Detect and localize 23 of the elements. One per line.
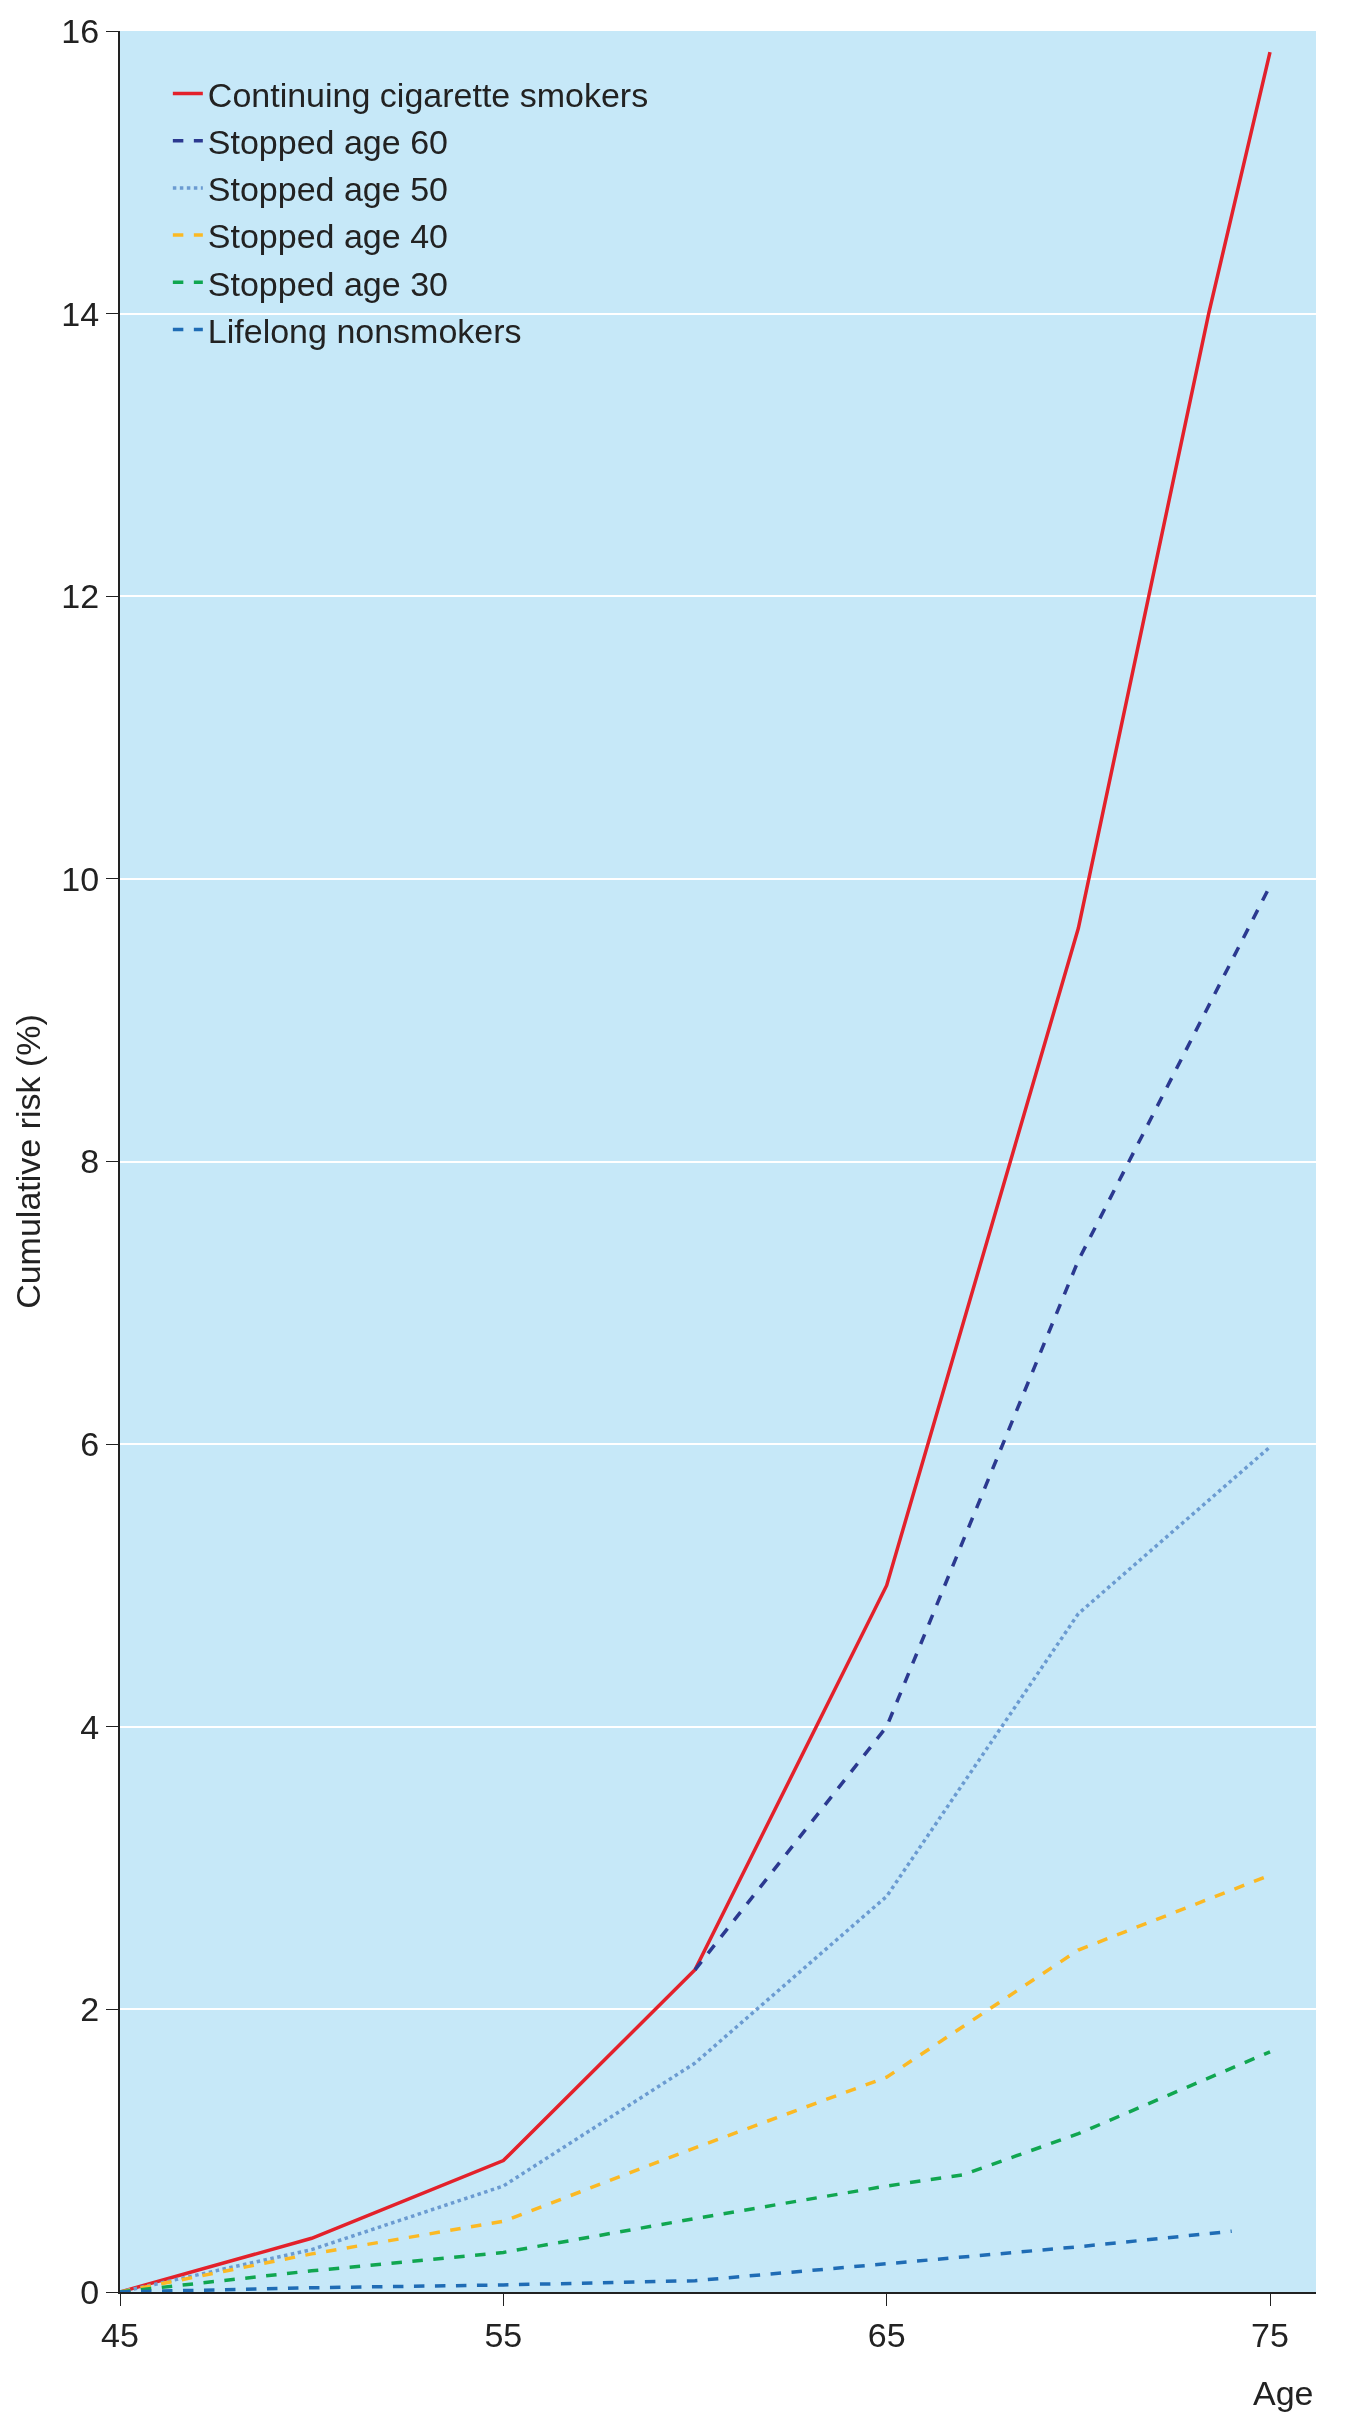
x-tick-label: 75 (1251, 2315, 1289, 2354)
legend-label: Stopped age 50 (207, 170, 448, 209)
x-tick-label: 45 (101, 2315, 139, 2354)
legend-label: Continuing cigarette smokers (207, 75, 649, 114)
y-tick-label: 10 (61, 859, 100, 898)
y-tick-label: 4 (80, 1707, 100, 1746)
legend-label: Stopped age 30 (207, 264, 448, 303)
line-series (120, 50, 1272, 2292)
legend-label: Lifelong nonsmokers (207, 311, 522, 350)
y-tick-label: 16 (61, 11, 100, 50)
line-series (120, 2229, 1234, 2292)
x-tick-label: 55 (484, 2315, 523, 2354)
y-tick-label: 0 (80, 2272, 100, 2311)
y-tick-label: 14 (61, 294, 100, 333)
y-tick-label: 6 (80, 1425, 100, 1464)
legend-label: Stopped age 60 (207, 122, 448, 161)
y-tick-label: 2 (80, 1990, 100, 2029)
y-axis-title: Cumulative risk (%) (9, 1014, 48, 1309)
legend-label: Stopped age 40 (207, 217, 448, 256)
y-tick-label: 12 (61, 577, 100, 616)
x-tick-label: 65 (867, 2315, 906, 2354)
y-tick-label: 8 (80, 1142, 100, 1181)
x-axis-title: Age (1253, 2374, 1314, 2412)
